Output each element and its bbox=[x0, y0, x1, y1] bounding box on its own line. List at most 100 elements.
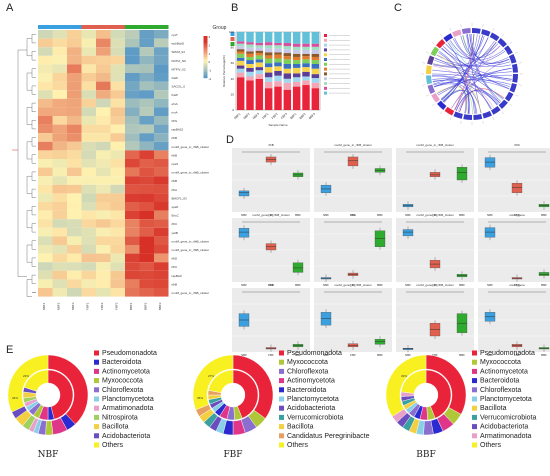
circos-panel bbox=[421, 23, 523, 125]
donut-legend-label: Chloroflexota bbox=[102, 387, 143, 394]
heatmap-cell bbox=[52, 90, 67, 99]
heatmap-cell bbox=[110, 116, 125, 125]
heatmap-cell bbox=[96, 245, 111, 254]
heatmap-cell bbox=[81, 116, 96, 125]
heatmap-cell bbox=[52, 236, 67, 245]
stacked-bar-segment bbox=[255, 42, 264, 46]
heatmap-row-label: nonM_gene_in_rfbB_cluster bbox=[172, 291, 210, 295]
stacked-bar-segment bbox=[236, 77, 245, 110]
heatmap-cell bbox=[38, 30, 53, 39]
stacked-bar-segment bbox=[246, 63, 254, 68]
heatmap-cell bbox=[154, 288, 169, 297]
heatmap-cell bbox=[67, 288, 82, 297]
heatmap-cell bbox=[139, 55, 154, 65]
stacked-legend-swatch bbox=[324, 38, 327, 42]
circos-segment bbox=[427, 55, 435, 65]
stacked-bar-segment bbox=[274, 71, 282, 76]
stacked-y-tick: 60 bbox=[231, 61, 235, 65]
heatmap-cell bbox=[81, 270, 96, 280]
circos-link bbox=[440, 48, 512, 80]
heatmap-cell bbox=[125, 202, 140, 211]
stacked-bar-segment bbox=[264, 72, 273, 78]
dendrogram-branch bbox=[26, 279, 32, 297]
stacked-bar-segment bbox=[283, 46, 292, 50]
heatmap-cell bbox=[81, 227, 96, 237]
heatmap-cell bbox=[38, 279, 53, 288]
stacked-bar-segment bbox=[236, 68, 245, 73]
circos-segment bbox=[437, 100, 447, 110]
heatmap-cell bbox=[67, 64, 82, 73]
stacked-bar-segment bbox=[302, 71, 310, 77]
stacked-bar-segment bbox=[264, 48, 273, 53]
heatmap-cell bbox=[139, 270, 154, 280]
stacked-legend-swatch bbox=[324, 53, 327, 57]
heatmap-cell bbox=[96, 55, 111, 65]
heatmap-cell bbox=[125, 73, 140, 82]
heatmap-cell bbox=[38, 219, 53, 228]
heatmap-cell bbox=[96, 176, 111, 185]
donut-legend-swatch bbox=[472, 433, 477, 439]
heatmap-group-cell bbox=[81, 25, 96, 29]
boxplot-x-tick: NBF bbox=[323, 213, 329, 217]
heatmap-scale-cell bbox=[203, 57, 208, 60]
heatmap-cell bbox=[52, 167, 67, 177]
donut-legend-swatch bbox=[279, 387, 284, 393]
heatmap-cell bbox=[67, 202, 82, 211]
heatmap-cell bbox=[38, 38, 53, 48]
heatmap-cell bbox=[154, 116, 169, 125]
heatmap-cell bbox=[81, 236, 96, 245]
circos-segment bbox=[452, 29, 462, 38]
heatmap-cell bbox=[125, 176, 140, 185]
heatmap-scale-label: 1 bbox=[209, 52, 211, 56]
boxplot-title: nonM_gene_in_rfbB_cluster bbox=[252, 213, 290, 217]
stacked-bar-segment bbox=[255, 70, 264, 75]
circos-link bbox=[448, 41, 503, 101]
donut-inner-slice bbox=[23, 369, 49, 392]
heatmap-legend-title: Group bbox=[213, 25, 227, 31]
heatmap-cell bbox=[52, 64, 67, 73]
heatmap-cell bbox=[38, 116, 53, 125]
circos-segment bbox=[444, 106, 455, 116]
stacked-bar-segment bbox=[311, 60, 320, 64]
heatmap-cell bbox=[52, 47, 67, 56]
dendrogram-branch bbox=[26, 141, 32, 160]
heatmap-legend-swatch bbox=[230, 37, 235, 41]
stacked-legend-swatch bbox=[324, 67, 327, 71]
donut-legend-swatch bbox=[279, 424, 284, 430]
circos-link bbox=[433, 82, 478, 114]
heatmap-cell bbox=[125, 150, 140, 159]
heatmap-cell bbox=[139, 73, 154, 82]
stacked-bar-segment bbox=[283, 42, 292, 47]
donut-inner-slice bbox=[425, 369, 452, 419]
donut-outer-slice bbox=[385, 354, 427, 417]
heatmap-cell bbox=[67, 219, 82, 228]
heatmap-cell bbox=[38, 288, 53, 297]
donut-legend-swatch bbox=[279, 378, 284, 384]
donut-legend-swatch bbox=[279, 414, 284, 420]
heatmap-cell bbox=[52, 150, 67, 159]
heatmap-cell bbox=[154, 262, 169, 271]
heatmap-cell bbox=[125, 98, 140, 108]
stacked-bar-segment bbox=[255, 50, 264, 54]
heatmap-cell bbox=[38, 184, 53, 194]
stacked-bar-segment bbox=[292, 60, 301, 64]
donut-title: FBF bbox=[223, 450, 242, 460]
heatmap-row-label: nonM_gene_in_rfbB_cluster bbox=[172, 171, 210, 175]
heatmap-scale-cell bbox=[203, 54, 208, 58]
boxplot-box bbox=[292, 262, 304, 273]
heatmap-cell bbox=[154, 236, 169, 245]
donut-legend-swatch bbox=[94, 414, 99, 420]
circos-link bbox=[460, 34, 478, 55]
heatmap-cell bbox=[110, 262, 125, 271]
boxplot-title: nonM_gene bbox=[509, 283, 525, 287]
heatmap-row-label: EricC bbox=[172, 214, 180, 218]
heatmap-cell bbox=[139, 202, 154, 211]
heatmap-cell bbox=[125, 245, 140, 254]
stacked-bar-segment bbox=[255, 62, 264, 68]
donut-legend-label: Armatimonadota bbox=[480, 433, 531, 440]
stacked-bar-segment bbox=[236, 72, 245, 78]
heatmap-cell bbox=[38, 167, 53, 177]
heatmap-cell bbox=[81, 90, 96, 99]
heatmap-legend-swatch bbox=[230, 42, 235, 46]
heatmap-cell bbox=[154, 55, 169, 65]
